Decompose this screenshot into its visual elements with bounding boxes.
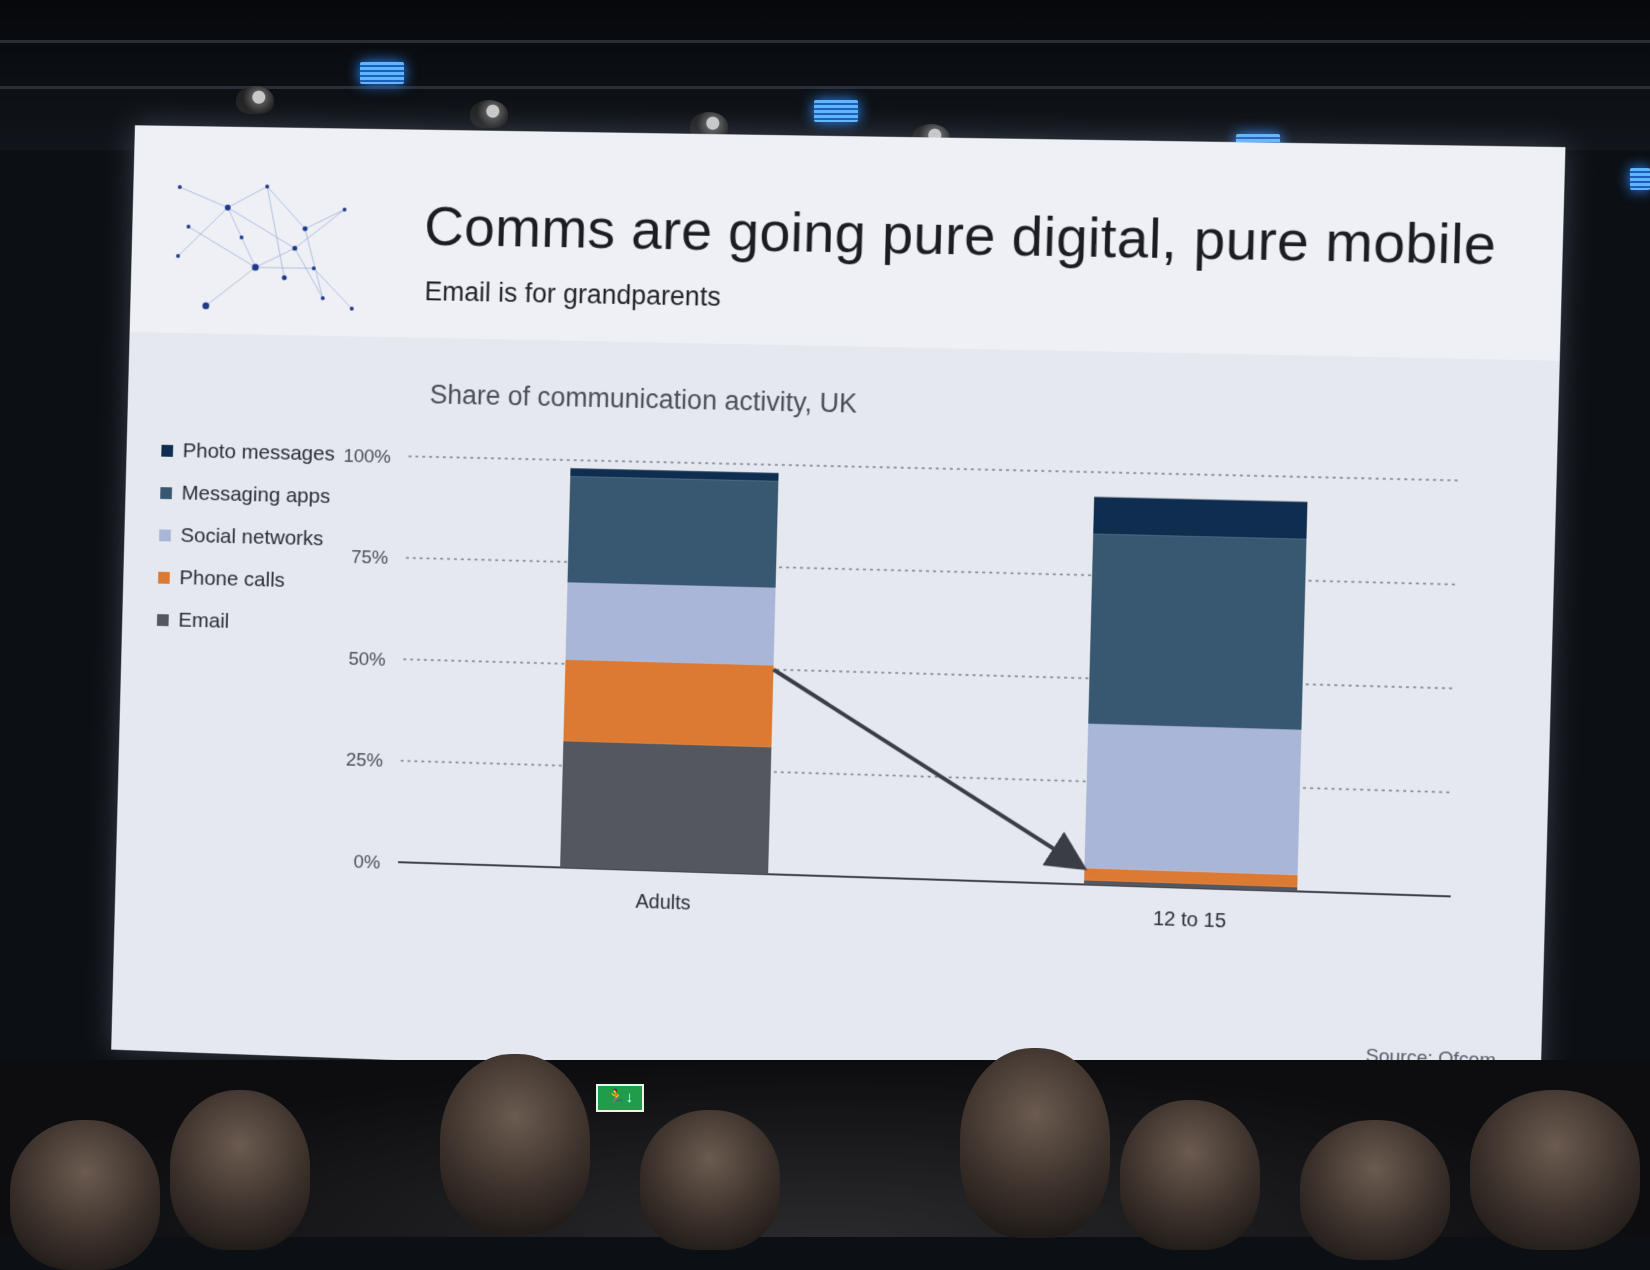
x-tick-label: Adults	[635, 891, 691, 915]
stage-light	[360, 62, 404, 84]
stage-light	[1630, 168, 1650, 190]
y-tick-label: 25%	[346, 749, 384, 771]
y-tick-label: 50%	[348, 648, 386, 670]
y-tick-label: 100%	[343, 445, 391, 467]
bar-segment-phone-calls	[563, 660, 773, 748]
audience-head	[170, 1090, 310, 1250]
stacked-bar-chart: 100% 75% 50% 25% 0% Adults 12 to 15	[111, 125, 1565, 1102]
gridline	[409, 456, 1462, 480]
audience-head	[960, 1048, 1110, 1238]
audience-head	[1120, 1100, 1260, 1250]
truss-beam	[0, 40, 1650, 43]
audience-head	[10, 1120, 160, 1270]
bar-segment-messaging-apps	[568, 476, 779, 587]
trend-arrow-icon	[769, 670, 1086, 866]
audience	[0, 1060, 1650, 1237]
spotlight	[470, 100, 508, 128]
y-tick-label: 75%	[351, 546, 389, 568]
audience-head	[640, 1110, 780, 1250]
bar-segment-email	[560, 741, 771, 874]
audience-head	[440, 1054, 590, 1234]
projection-screen: Comms are going pure digital, pure mobil…	[111, 125, 1565, 1102]
stage-light	[814, 100, 858, 122]
audience-head	[1300, 1120, 1450, 1260]
bar-segment-messaging-apps	[1088, 534, 1306, 730]
bar-segment-photo-messages	[1093, 497, 1307, 539]
bar-segment-social-networks	[1084, 724, 1301, 875]
exit-sign-icon: 🏃↓	[596, 1084, 644, 1112]
y-tick-label: 0%	[353, 851, 381, 873]
audience-head	[1470, 1090, 1640, 1250]
x-tick-label: 12 to 15	[1153, 908, 1227, 933]
bar-segment-social-networks	[565, 582, 775, 665]
spotlight	[236, 86, 274, 114]
